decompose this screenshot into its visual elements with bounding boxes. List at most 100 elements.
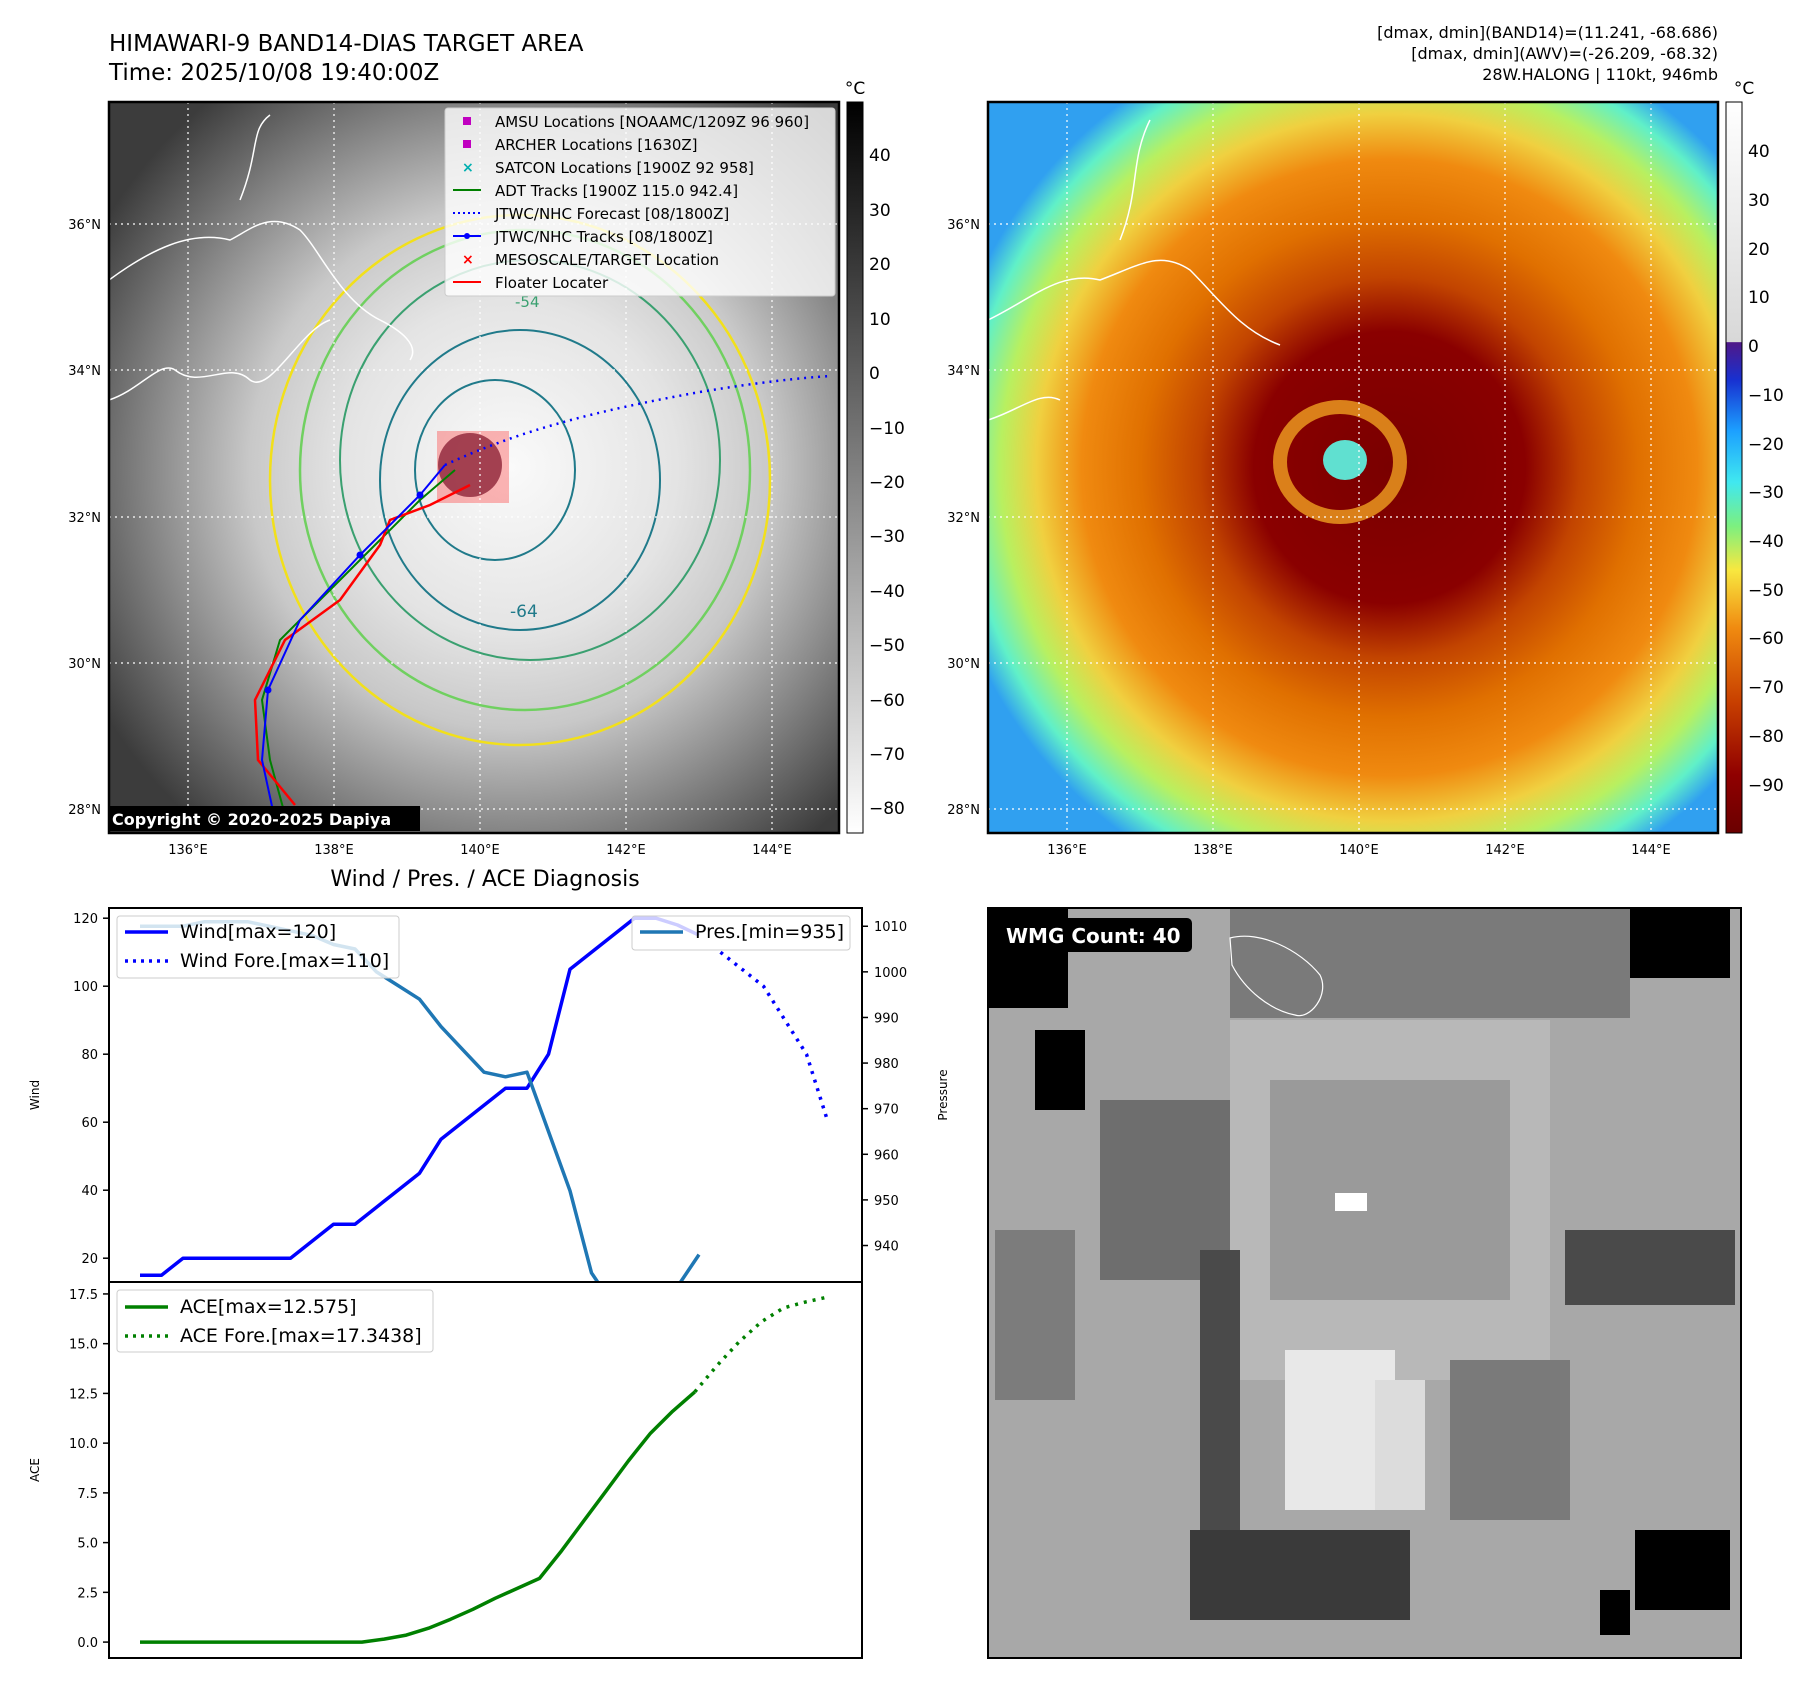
wind-legend-label: Wind[max=120] [180,921,336,943]
info-line3: 28W.HALONG | 110kt, 946mb [1482,65,1718,84]
info-line2: [dmax, dmin](AWV)=(-26.209, -68.32) [1411,44,1718,63]
awv-colorbar-unit: °C [1734,79,1754,99]
awv-cb-tick: −70 [1748,678,1784,698]
awv-cb-tick: 30 [1748,191,1770,211]
lon-label: 142°E [1485,843,1525,858]
ir-cb-tick: −40 [869,582,905,602]
awv-cb-tick: −80 [1748,727,1784,747]
wind-tick-label: 100 [73,980,98,995]
pressure-tick-label: 1010 [874,920,907,935]
wind-y-ticks: 20 40 60 80 100 120 [73,912,109,1267]
contour-label: -64 [510,602,538,622]
wmg-block [1600,1590,1630,1635]
diagnosis-title: Wind / Pres. / ACE Diagnosis [330,867,639,892]
legend-marker-amsu [463,117,471,125]
pressure-y-ticks: 940 950 960 970 980 990 1000 1010 [862,920,907,1255]
wmg-block [1615,908,1730,978]
ir-cb-tick: −70 [869,745,905,765]
figure-title-line1: HIMAWARI-9 BAND14-DIAS TARGET AREA [109,31,584,57]
awv-cb-tick: 10 [1748,288,1770,308]
lat-label: 32°N [947,511,980,526]
legend-label: MESOSCALE/TARGET Location [495,251,719,269]
awv-grid [988,102,1718,833]
awv-cb-tick: 0 [1748,337,1759,357]
legend-label: JTWC/NHC Tracks [08/1800Z] [494,228,713,246]
wmg-frame [987,907,1742,1659]
wmg-block [1450,1360,1570,1520]
wind-tick-label: 80 [81,1048,98,1063]
pressure-tick-label: 990 [874,1011,899,1026]
lon-label: 136°E [1047,843,1087,858]
ir-cb-tick: −80 [869,799,905,819]
lat-label: 36°N [68,218,101,233]
awv-lon-labels: 136°E 138°E 140°E 142°E 144°E [1047,843,1671,858]
awv-colorbar-bar [1725,101,1743,834]
map-legend-box [444,107,836,297]
ace-tick-label: 2.5 [77,1586,98,1601]
lon-label: 140°E [460,843,500,858]
ace-tick-label: 15.0 [69,1338,98,1353]
ace-tick-label: 10.0 [69,1437,98,1452]
pressure-axis-label: Pressure [936,1069,950,1120]
legend-marker-satcon: × [462,160,474,176]
wind-tick-label: 60 [81,1116,98,1131]
awv-cb-tick: −40 [1748,532,1784,552]
legend-marker-mesoscale: × [462,252,474,268]
figure-title-line2: Time: 2025/10/08 19:40:00Z [108,60,439,86]
legend-label: JTWC/NHC Forecast [08/1800Z] [494,205,729,223]
ir-cb-tick: −20 [869,473,905,493]
lat-label: 36°N [947,218,980,233]
wmg-light-region [1375,1380,1425,1510]
ir-cb-tick: −30 [869,527,905,547]
wmg-block [1635,1530,1730,1610]
ace-legend-label: ACE[max=12.575] [180,1296,357,1318]
ir-cb-tick: 0 [869,364,880,384]
series-line-1 [719,950,830,1123]
info-line1: [dmax, dmin](BAND14)=(11.241, -68.686) [1377,23,1718,42]
jtwc-track-point [264,686,272,694]
copyright-text: Copyright © 2020-2025 Dapiya [112,810,391,829]
ir-colorbar-unit: °C [845,79,865,99]
ir-map-frame [107,100,841,835]
awv-colorbar: °C 40 30 20 10 0 −10 −20 −30 −40 −50 −60… [1725,79,1784,834]
legend-marker-archer [463,140,471,148]
ace-series-line-0 [140,1390,696,1644]
awv-cb-tick: −10 [1748,386,1784,406]
ace-series-line-1 [693,1295,829,1394]
lat-label: 32°N [68,511,101,526]
ir-cb-tick: 10 [869,310,891,330]
wmg-bright-spot [1335,1193,1367,1211]
wmg-core-inner [1270,1080,1510,1300]
awv-cb-tick: 20 [1748,240,1770,260]
ir-cb-tick: −50 [869,636,905,656]
ace-tick-label: 0.0 [77,1636,98,1651]
ir-cb-tick: 30 [869,201,891,221]
wmg-block [995,1230,1075,1400]
wmg-block [1190,1530,1410,1620]
ace-chart: 0.0 2.5 5.0 7.5 10.0 12.5 15.0 17.5 ACE ACE[max… [28,1281,863,1659]
legend-label: ARCHER Locations [1630Z] [495,136,698,154]
lat-label: 34°N [68,364,101,379]
ace-tick-label: 12.5 [69,1387,98,1402]
awv-cb-tick: −20 [1748,435,1784,455]
target-box [437,431,509,503]
lat-label: 28°N [947,803,980,818]
ace-lines [140,1295,829,1644]
ir-colorbar-bar [846,101,864,834]
lat-label: 30°N [947,657,980,672]
ir-colorbar: °C 40 30 20 10 0 −10 −20 −30 −40 −50 −60… [845,79,905,834]
lon-label: 138°E [314,843,354,858]
ace-tick-label: 7.5 [77,1487,98,1502]
lon-label: 144°E [752,843,792,858]
wmg-contour [1229,935,1324,1017]
copyright-box [108,806,420,831]
pressure-tick-label: 980 [874,1057,899,1072]
contour-label: -54 [515,293,540,311]
ir-lon-labels: 136°E 138°E 140°E 142°E 144°E [168,843,792,858]
jtwc-forecast-track [444,374,831,467]
wmg-block [1230,908,1630,1018]
wmg-block [1035,1030,1085,1110]
jtwc-track-point [416,491,424,499]
pressure-legend-box [631,915,851,951]
